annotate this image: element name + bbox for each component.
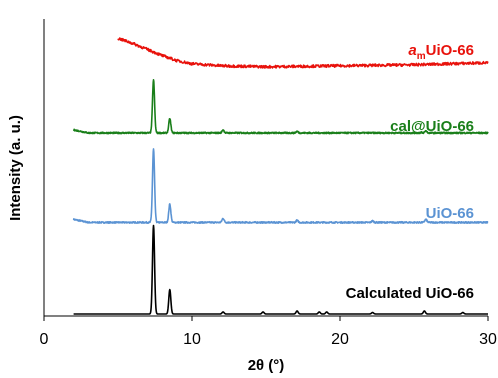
x-tick-label: 10	[183, 331, 201, 348]
x-tick-label: 20	[331, 331, 349, 348]
series-line-1	[72, 148, 489, 224]
x-tick-label: 30	[479, 331, 497, 348]
x-ticks: 0 10 20 30	[40, 316, 497, 348]
series-label-uio66: UiO-66	[426, 205, 474, 222]
y-axis-title: Intensity (a. u.)	[7, 115, 24, 221]
series-label-amorphous-prefix: a	[408, 42, 416, 59]
series-line-3	[117, 37, 489, 69]
series-line-0	[73, 224, 489, 315]
series-group	[72, 37, 489, 315]
series-label-calculated-uio66: Calculated UiO-66	[346, 285, 474, 302]
series-label-cal-uio66: cal@UiO-66	[390, 118, 474, 135]
series-label-amorphous: amUiO-66	[408, 42, 474, 62]
x-tick-label: 0	[40, 331, 49, 348]
series-label-amorphous-subscript: m	[417, 51, 426, 62]
series-label-amorphous-suffix: UiO-66	[426, 42, 474, 59]
x-axis-title: 2θ (°)	[248, 357, 285, 374]
series-line-2	[72, 79, 489, 135]
